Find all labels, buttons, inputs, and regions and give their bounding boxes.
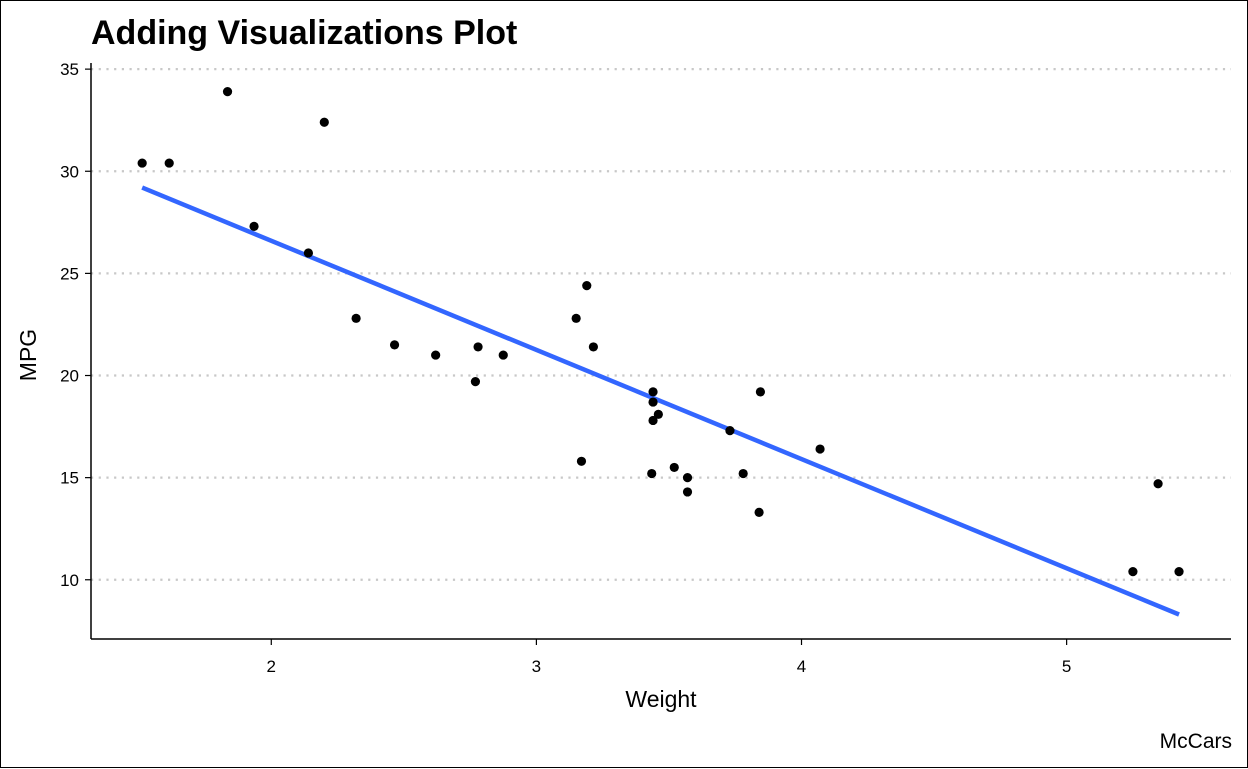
y-tick-label: 10 bbox=[60, 571, 79, 590]
data-point bbox=[249, 221, 259, 232]
data-point bbox=[571, 313, 581, 323]
data-point bbox=[470, 377, 481, 387]
data-point bbox=[682, 473, 693, 483]
data-point bbox=[498, 350, 508, 360]
data-point bbox=[319, 117, 329, 127]
data-point bbox=[738, 468, 748, 479]
data-point bbox=[137, 158, 147, 168]
trend-line bbox=[141, 185, 1180, 617]
data-point bbox=[725, 426, 735, 436]
data-point bbox=[582, 281, 592, 291]
data-point bbox=[682, 487, 693, 497]
data-point bbox=[164, 158, 174, 168]
y-axis-title: MPG bbox=[15, 329, 41, 381]
data-point bbox=[754, 507, 764, 517]
x-tick-label: 4 bbox=[797, 657, 806, 676]
data-point bbox=[588, 342, 598, 352]
data-point bbox=[647, 468, 657, 479]
y-tick-label: 35 bbox=[60, 60, 79, 79]
tick-labels: 10 15 20 25 30 35 2 3 4 5 bbox=[60, 60, 1071, 676]
chart-caption: McCars bbox=[1160, 730, 1232, 753]
data-point bbox=[648, 387, 658, 397]
data-point bbox=[1153, 479, 1163, 489]
data-point bbox=[303, 248, 313, 258]
data-point bbox=[653, 409, 663, 419]
data-point bbox=[576, 456, 587, 466]
data-point bbox=[815, 444, 825, 454]
data-point bbox=[351, 313, 361, 323]
data-point bbox=[669, 462, 679, 473]
data-points bbox=[137, 86, 1184, 577]
y-tick-label: 30 bbox=[60, 162, 79, 181]
gridlines bbox=[91, 68, 1231, 581]
y-tick-label: 20 bbox=[60, 367, 79, 386]
x-tick-label: 2 bbox=[267, 657, 276, 676]
data-point bbox=[1128, 566, 1138, 577]
data-point bbox=[389, 340, 400, 350]
trend-layer bbox=[141, 185, 1180, 617]
data-point bbox=[648, 415, 658, 426]
data-point bbox=[648, 397, 658, 407]
y-tick-label: 15 bbox=[60, 469, 79, 488]
x-tick-label: 5 bbox=[1062, 657, 1071, 676]
y-tick-label: 25 bbox=[60, 264, 79, 283]
data-point bbox=[755, 387, 766, 397]
data-point bbox=[431, 350, 441, 360]
x-tick-label: 3 bbox=[532, 657, 541, 676]
x-axis-title: Weight bbox=[625, 686, 697, 712]
chart-title: Adding Visualizations Plot bbox=[91, 14, 517, 52]
axes bbox=[85, 63, 1231, 645]
data-point bbox=[473, 342, 483, 352]
data-point bbox=[222, 86, 233, 97]
data-point bbox=[1174, 566, 1184, 577]
